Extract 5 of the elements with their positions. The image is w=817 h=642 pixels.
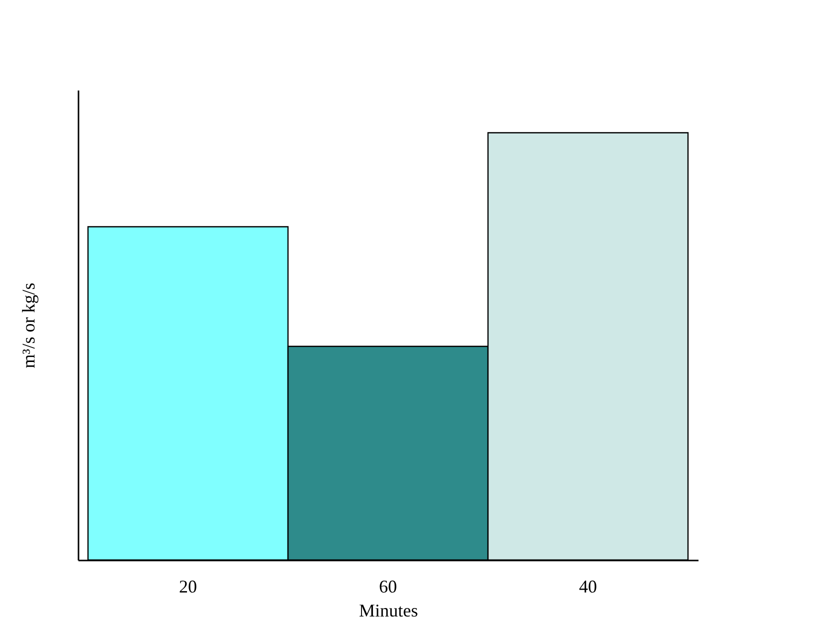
x-tick-label: 20 (179, 576, 197, 596)
y-axis-title: m³/s or kg/s (18, 282, 38, 368)
x-tick-label: 40 (579, 576, 597, 596)
x-axis-title: Minutes (358, 600, 418, 620)
x-tick-label: 60 (379, 576, 397, 596)
